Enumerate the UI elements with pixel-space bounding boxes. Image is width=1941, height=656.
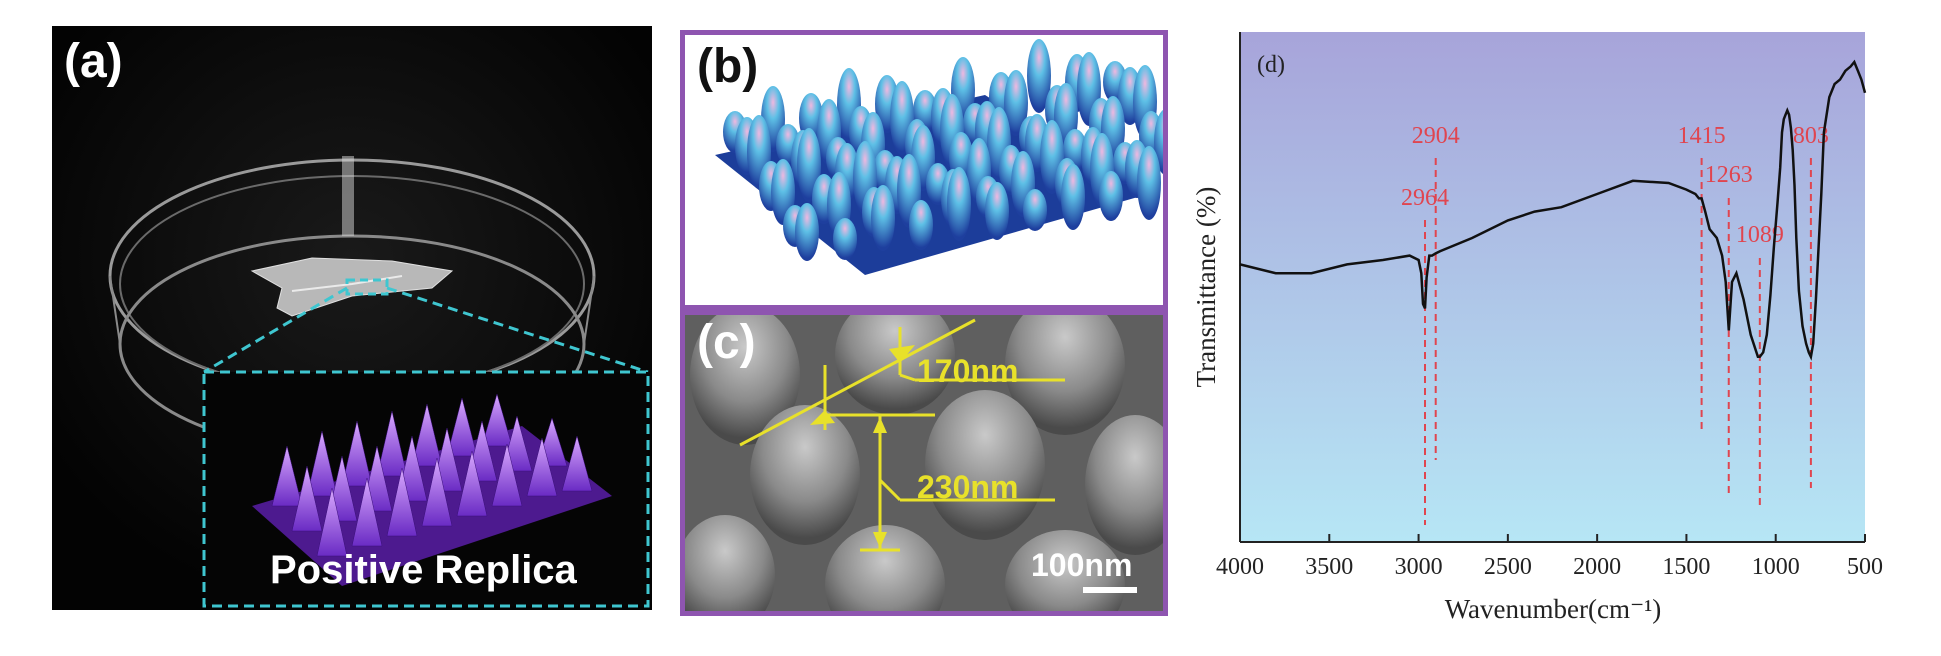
afm-bump [1004, 70, 1028, 136]
afm-bump [1027, 39, 1051, 113]
x-tick-label: 2500 [1484, 554, 1532, 580]
afm-bump [871, 185, 895, 251]
panel-c-label: (c) [697, 316, 756, 369]
replica-film [250, 257, 454, 317]
panel-a-label: (a) [64, 35, 123, 88]
x-tick-label: 1500 [1662, 554, 1710, 580]
panel-d-ftir-chart: 4000 3500 3000 2500 2000 1500 1000 500 2964 2904… [1185, 20, 1925, 640]
x-axis-title: Wavenumber(cm⁻¹) [1445, 594, 1662, 624]
panel-b-afm-image: (b) [680, 30, 1168, 310]
peak-label: 1263 [1705, 162, 1753, 188]
panel-a-photo: (a) Positive Replica [52, 26, 652, 610]
scale-bar [1083, 587, 1137, 593]
afm-bump [795, 203, 819, 261]
sem-micrograph [685, 315, 1163, 611]
afm-bump [1099, 171, 1123, 221]
afm-bump [909, 200, 933, 250]
ftir-chart: 4000 3500 3000 2500 2000 1500 1000 500 2964 2904… [1191, 32, 1883, 624]
dimension-170nm: 170nm [917, 353, 1019, 389]
dimension-230nm: 230nm [917, 469, 1019, 505]
peak-label: 2964 [1401, 185, 1449, 211]
afm-bump [1023, 189, 1047, 231]
peak-label: 2904 [1412, 123, 1460, 149]
panel-b-label: (b) [697, 40, 759, 93]
scale-bar-label: 100nm [1031, 547, 1133, 583]
x-tick-label: 4000 [1216, 554, 1264, 580]
petri-dish-photo [52, 26, 652, 610]
y-axis-title: Transmittance (%) [1191, 187, 1221, 388]
x-tick-label: 500 [1847, 554, 1883, 580]
x-tick-label: 3000 [1395, 554, 1443, 580]
panel-d-label: (d) [1257, 52, 1285, 78]
afm-bump [1137, 146, 1161, 220]
afm-bump [985, 182, 1009, 240]
spectrum-line [1239, 59, 1867, 361]
afm-bump [947, 167, 971, 241]
x-tick-label: 3500 [1305, 554, 1353, 580]
afm-surface-3d [715, 39, 1163, 275]
peak-label: 1415 [1678, 123, 1726, 149]
x-tick-label: 2000 [1573, 554, 1621, 580]
afm-bump [833, 218, 857, 260]
positive-replica-caption: Positive Replica [270, 548, 577, 592]
plot-area [1240, 32, 1865, 542]
panel-c-sem-image: (c) 170nm 230nm 100nm [680, 310, 1168, 616]
afm-bump [1061, 164, 1085, 230]
x-tick-label: 1000 [1752, 554, 1800, 580]
